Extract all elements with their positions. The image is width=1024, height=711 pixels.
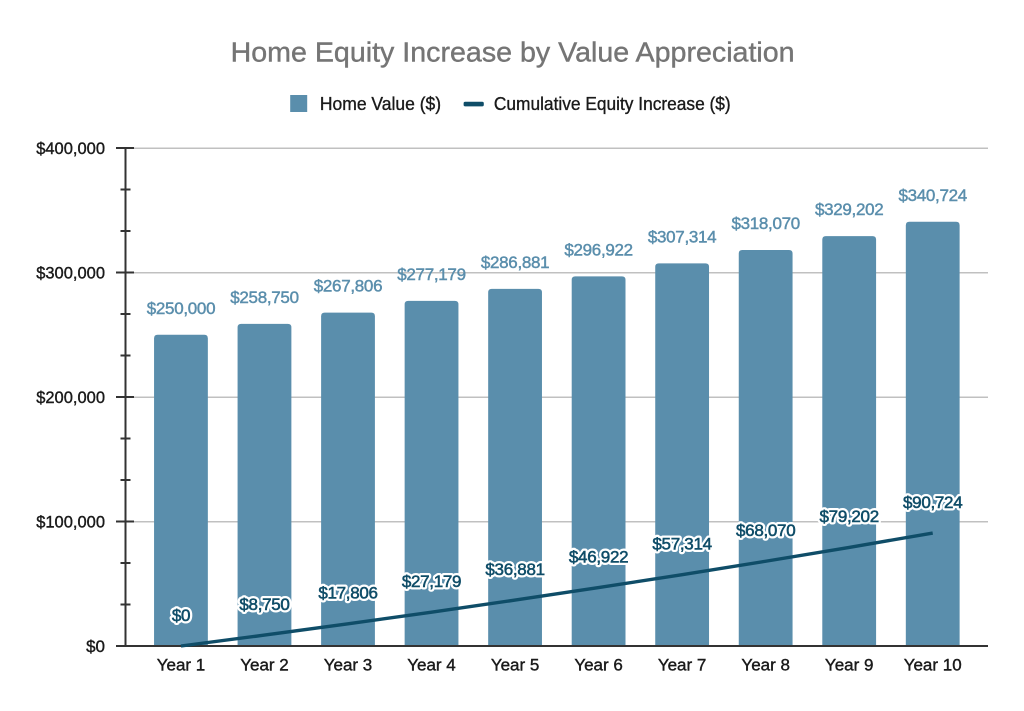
svg-text:$46,922: $46,922 xyxy=(569,547,628,566)
svg-text:$27,179: $27,179 xyxy=(402,572,461,591)
svg-text:$100,000: $100,000 xyxy=(36,512,105,531)
svg-text:Year 6: Year 6 xyxy=(574,655,623,674)
svg-text:$318,070: $318,070 xyxy=(731,214,800,233)
svg-text:$90,724: $90,724 xyxy=(903,493,962,512)
svg-text:Year 4: Year 4 xyxy=(407,655,456,674)
svg-text:$0: $0 xyxy=(172,606,190,625)
svg-text:$79,202: $79,202 xyxy=(820,507,879,526)
svg-text:Year 7: Year 7 xyxy=(658,655,707,674)
svg-text:$79,202: $79,202 xyxy=(820,507,879,526)
svg-text:$36,881: $36,881 xyxy=(485,560,544,579)
svg-text:$258,750: $258,750 xyxy=(230,288,299,307)
svg-text:Year 9: Year 9 xyxy=(825,655,874,674)
svg-text:Year 2: Year 2 xyxy=(240,655,289,674)
svg-text:Cumulative Equity Increase ($): Cumulative Equity Increase ($) xyxy=(494,94,731,114)
svg-text:$300,000: $300,000 xyxy=(36,263,105,282)
svg-text:$250,000: $250,000 xyxy=(147,299,216,318)
svg-text:$68,070: $68,070 xyxy=(736,521,795,540)
svg-text:$296,922: $296,922 xyxy=(564,240,633,259)
svg-text:$68,070: $68,070 xyxy=(736,521,795,540)
svg-text:$36,881: $36,881 xyxy=(485,560,544,579)
svg-text:Year 5: Year 5 xyxy=(491,655,540,674)
svg-text:$27,179: $27,179 xyxy=(402,572,461,591)
svg-text:$200,000: $200,000 xyxy=(36,388,105,407)
svg-text:$17,806: $17,806 xyxy=(318,584,377,603)
svg-text:$0: $0 xyxy=(172,606,190,625)
svg-text:$8,750: $8,750 xyxy=(239,595,289,614)
svg-text:Home Equity Increase by Value: Home Equity Increase by Value Appreciati… xyxy=(231,37,795,68)
svg-text:$57,314: $57,314 xyxy=(652,534,711,553)
svg-text:$267,806: $267,806 xyxy=(314,277,383,296)
svg-text:Year 8: Year 8 xyxy=(741,655,790,674)
svg-text:$277,179: $277,179 xyxy=(397,265,466,284)
svg-text:$90,724: $90,724 xyxy=(903,493,962,512)
svg-text:$57,314: $57,314 xyxy=(652,534,711,553)
svg-text:$307,314: $307,314 xyxy=(648,227,717,246)
svg-text:$340,724: $340,724 xyxy=(898,186,967,205)
svg-text:Year 10: Year 10 xyxy=(904,655,962,674)
svg-text:Year 1: Year 1 xyxy=(157,655,206,674)
svg-text:$329,202: $329,202 xyxy=(815,200,884,219)
svg-text:$46,922: $46,922 xyxy=(569,547,628,566)
svg-text:$286,881: $286,881 xyxy=(481,253,550,272)
svg-text:$17,806: $17,806 xyxy=(318,584,377,603)
svg-text:Year 3: Year 3 xyxy=(324,655,373,674)
svg-text:Home Value ($): Home Value ($) xyxy=(320,94,441,114)
svg-text:$0: $0 xyxy=(86,637,105,656)
svg-text:$8,750: $8,750 xyxy=(239,595,289,614)
svg-text:$400,000: $400,000 xyxy=(36,139,105,158)
